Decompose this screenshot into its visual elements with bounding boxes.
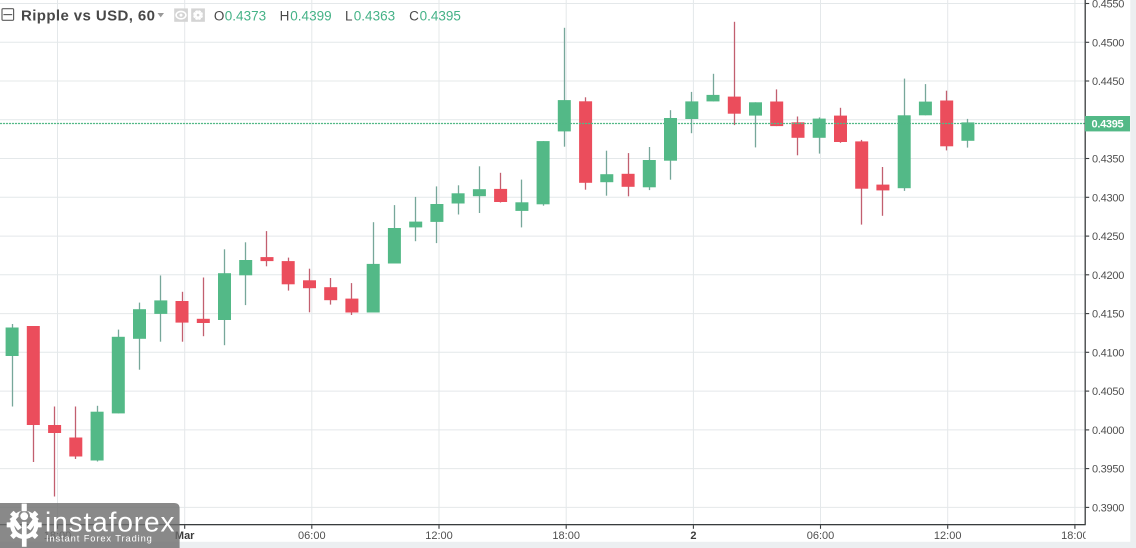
svg-text:0.4100: 0.4100 xyxy=(1092,347,1124,359)
svg-text:0.4395: 0.4395 xyxy=(420,9,461,24)
svg-text:C: C xyxy=(409,9,419,24)
svg-text:instaforex: instaforex xyxy=(45,507,175,538)
svg-text:0.4395: 0.4395 xyxy=(1092,119,1124,131)
svg-text:Mar: Mar xyxy=(175,530,195,542)
svg-text:0.4300: 0.4300 xyxy=(1092,192,1124,204)
svg-text:H: H xyxy=(280,9,290,24)
svg-text:0.3950: 0.3950 xyxy=(1092,464,1124,476)
svg-text:0.4373: 0.4373 xyxy=(225,9,266,24)
svg-text:0.4200: 0.4200 xyxy=(1092,270,1124,282)
svg-text:0.4250: 0.4250 xyxy=(1092,231,1124,243)
svg-text:0.4550: 0.4550 xyxy=(1092,0,1124,11)
svg-text:06:00: 06:00 xyxy=(807,530,835,542)
svg-text:12:00: 12:00 xyxy=(934,530,962,542)
svg-text:2: 2 xyxy=(690,530,696,542)
svg-text:O: O xyxy=(214,9,225,24)
svg-text:Instant Forex Trading: Instant Forex Trading xyxy=(46,534,153,544)
svg-text:0.4450: 0.4450 xyxy=(1092,76,1124,88)
svg-text:0.4350: 0.4350 xyxy=(1092,154,1124,166)
svg-text:0.4150: 0.4150 xyxy=(1092,309,1124,321)
svg-text:0.4363: 0.4363 xyxy=(354,9,395,24)
svg-text:0.4000: 0.4000 xyxy=(1092,425,1124,437)
svg-text:18:00: 18:00 xyxy=(552,530,580,542)
svg-text:0.4500: 0.4500 xyxy=(1092,37,1124,49)
svg-text:0.4399: 0.4399 xyxy=(290,9,331,24)
svg-text:L: L xyxy=(345,9,353,24)
svg-text:0.3900: 0.3900 xyxy=(1092,502,1124,514)
svg-text:Ripple vs USD, 60: Ripple vs USD, 60 xyxy=(21,8,155,25)
svg-text:12:00: 12:00 xyxy=(425,530,453,542)
svg-text:0.4050: 0.4050 xyxy=(1092,386,1124,398)
svg-text:18:00: 18:00 xyxy=(1061,530,1089,542)
svg-text:06:00: 06:00 xyxy=(298,530,326,542)
